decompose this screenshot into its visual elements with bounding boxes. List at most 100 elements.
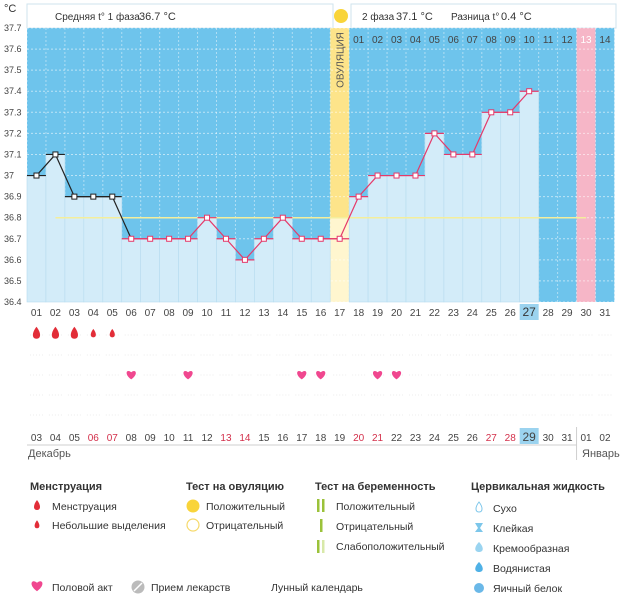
temperature-bar-2 xyxy=(45,154,66,303)
x-day-label: 10 xyxy=(201,308,213,319)
phase2-day-label: 14 xyxy=(599,35,611,46)
month-end-label: Январь xyxy=(582,448,620,460)
temperature-bar-15 xyxy=(291,238,312,303)
temperature-point-27 xyxy=(526,88,533,95)
temperature-segment xyxy=(244,238,265,261)
x-day-label: 19 xyxy=(372,308,384,319)
temperature-point-10 xyxy=(204,214,211,221)
temperature-bar-11 xyxy=(216,238,236,303)
phase2-day-label: 10 xyxy=(524,35,536,46)
y-tick-label: 37.6 xyxy=(4,44,22,54)
temperature-bar-26 xyxy=(500,112,521,303)
watery-icon xyxy=(475,562,483,572)
temperature-segment xyxy=(54,154,75,197)
header-phase1-box xyxy=(26,3,334,29)
calendar-date: 08 xyxy=(126,433,138,444)
calendar-date: 01 xyxy=(580,433,592,444)
phase2-day-label: 01 xyxy=(353,35,365,46)
diff-value: 0.4 °C xyxy=(501,11,532,23)
temperature-point-20 xyxy=(393,172,400,179)
y-tick-label: 36.8 xyxy=(4,213,22,223)
calendar-date: 13 xyxy=(220,433,232,444)
intercourse-heart-icon xyxy=(391,370,402,380)
legend-item: Небольшие выделения xyxy=(52,520,166,532)
intercourse-heart-icon xyxy=(372,370,383,380)
intercourse-heart-icon xyxy=(183,370,193,380)
temperature-point-3 xyxy=(71,193,78,200)
phase2-day-label: 07 xyxy=(467,35,479,46)
menstruation-drop-icon xyxy=(51,326,60,339)
x-day-label: 04 xyxy=(88,308,100,319)
calendar-date: 19 xyxy=(334,433,346,444)
calendar-date: 03 xyxy=(31,433,43,444)
temperature-bar-12 xyxy=(235,259,255,303)
x-day-label: 16 xyxy=(315,308,327,319)
x-day-label: 20 xyxy=(391,308,403,319)
calendar-date: 27 xyxy=(486,433,498,444)
calendar-date: 30 xyxy=(543,433,555,444)
phase2-value: 37.1 °C xyxy=(396,11,433,23)
phase2-day-label: 03 xyxy=(391,35,403,46)
creamy-icon xyxy=(475,542,483,552)
temperature-bar-3 xyxy=(64,196,85,303)
legend-pregnancy-positive-icon xyxy=(322,499,325,512)
legend-pregnancy-positive-icon xyxy=(317,499,320,512)
temperature-bar-8 xyxy=(159,238,179,303)
temperature-bar-24 xyxy=(462,154,483,303)
temperature-segment xyxy=(36,154,56,176)
x-day-label: 23 xyxy=(448,308,460,319)
month-start-label: Декабрь xyxy=(28,448,71,460)
temperature-segment xyxy=(111,196,132,240)
temperature-bar-25 xyxy=(481,112,502,303)
calendar-date: 12 xyxy=(201,433,213,444)
y-tick-label: 37.4 xyxy=(4,86,22,96)
temperature-bar-7 xyxy=(140,238,160,303)
temperature-point-1 xyxy=(33,172,40,179)
calendar-date: 07 xyxy=(107,433,119,444)
calendar-date: 05 xyxy=(69,433,81,444)
temperature-point-18 xyxy=(355,193,362,200)
calendar-date: 16 xyxy=(277,433,289,444)
calendar-date: 15 xyxy=(258,433,270,444)
y-tick-label: 36.5 xyxy=(4,276,22,286)
phase2-day-label: 12 xyxy=(562,35,574,46)
calendar-date: 22 xyxy=(391,433,403,444)
calendar-date: 10 xyxy=(164,433,176,444)
temperature-segment xyxy=(187,217,208,240)
temperature-point-15 xyxy=(298,235,305,242)
temperature-bar-10 xyxy=(197,217,217,303)
legend-item: Сухо xyxy=(493,503,517,515)
calendar-date: 11 xyxy=(183,433,194,444)
temperature-segment xyxy=(206,217,227,240)
legend-pregnancy-weak-icon xyxy=(322,540,325,553)
phase1-value: 36.7 °C xyxy=(139,11,176,23)
y-tick-label: 37.2 xyxy=(4,128,22,138)
temperature-point-25 xyxy=(488,109,495,116)
x-day-label: 03 xyxy=(69,308,81,319)
intercourse-heart-icon xyxy=(126,370,136,380)
x-day-label: 31 xyxy=(599,308,611,319)
x-day-label: 05 xyxy=(107,308,119,319)
temperature-point-4 xyxy=(90,193,97,200)
phase2-day-label: 06 xyxy=(448,35,460,46)
calendar-date: 25 xyxy=(448,433,460,444)
legend-ovulation-positive-icon xyxy=(186,499,200,513)
y-tick-label: 37.7 xyxy=(4,23,22,33)
y-tick-label: 36.9 xyxy=(4,192,22,202)
legend-title: Менструация xyxy=(30,481,102,493)
egg-white-icon xyxy=(474,583,484,593)
legend-item: Слабоположительный xyxy=(336,541,445,553)
legend-item: Отрицательный xyxy=(336,521,413,533)
temperature-point-12 xyxy=(241,256,248,263)
temperature-bar-14 xyxy=(273,217,293,303)
temperature-bar-27 xyxy=(519,90,539,303)
x-day-label: 18 xyxy=(353,308,365,319)
spotting-drop-icon xyxy=(90,328,96,338)
legend-pregnancy-weak-icon xyxy=(317,540,320,553)
y-tick-label: 37.3 xyxy=(4,107,22,117)
legend-item: Половой акт xyxy=(52,582,113,594)
ovulation-label: ОВУЛЯЦИЯ xyxy=(336,32,347,88)
x-day-label: 29 xyxy=(562,308,574,319)
x-day-label: 11 xyxy=(221,308,232,319)
